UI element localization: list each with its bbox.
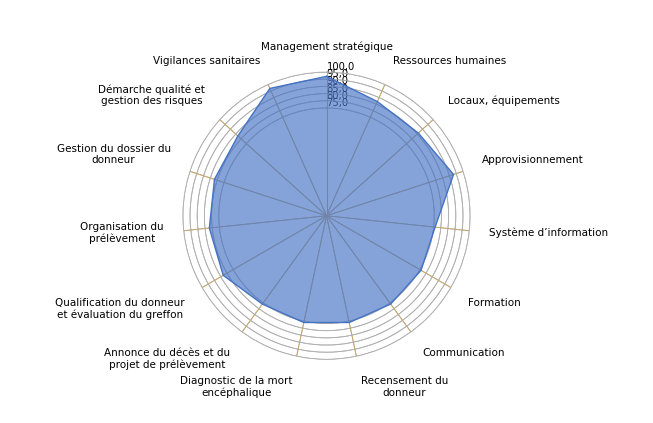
Text: Management stratégique: Management stratégique (261, 41, 392, 52)
Text: Locaux, équipements: Locaux, équipements (448, 96, 560, 106)
Polygon shape (210, 77, 454, 322)
Text: Vigilances sanitaires: Vigilances sanitaires (153, 56, 260, 66)
Text: Ressources humaines: Ressources humaines (393, 56, 506, 66)
Text: Qualification du donneur
et évaluation du greffon: Qualification du donneur et évaluation d… (55, 298, 185, 320)
Text: Démarche qualité et
gestion des risques: Démarche qualité et gestion des risques (98, 84, 205, 106)
Text: Approvisionnement: Approvisionnement (483, 155, 584, 165)
Text: Recensement du
donneur: Recensement du donneur (360, 376, 448, 398)
Text: Annonce du décès et du
projet de prélèvement: Annonce du décès et du projet de prélève… (104, 348, 231, 371)
Text: Gestion du dossier du
donneur: Gestion du dossier du donneur (57, 143, 170, 165)
Text: Formation: Formation (468, 298, 521, 308)
Text: Système d’information: Système d’information (489, 228, 609, 238)
Text: Communication: Communication (422, 348, 505, 358)
Text: Diagnostic de la mort
encéphalique: Diagnostic de la mort encéphalique (180, 376, 293, 398)
Text: Organisation du
prélèvement: Organisation du prélèvement (80, 222, 164, 244)
